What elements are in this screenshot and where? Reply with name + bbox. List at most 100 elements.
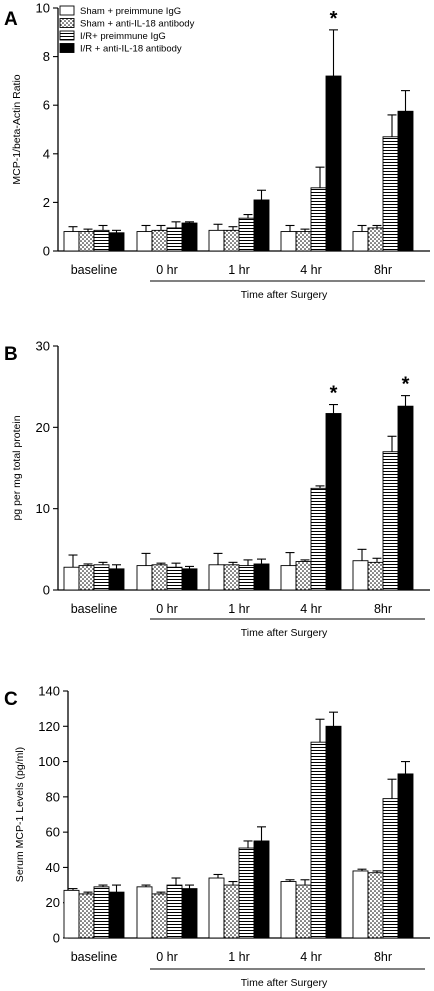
bar [108,232,125,252]
bar [166,884,183,939]
x-axis-label: Time after Surgery [241,627,328,639]
y-tick-label: 140 [38,684,60,699]
bar [63,231,80,252]
bar [223,884,240,939]
legend-item: I/R+ preimmune IgG [59,30,166,42]
bar [352,560,369,591]
chart-panel-a: A MCP-1/beta-Actin Ratio 0 2 4 6 8 10 baseline 0 … [4,1,430,301]
bar [151,564,168,591]
legend-item: Sham + anti-IL-18 antibody [59,18,195,30]
chart-panel-b: Bpg per mg total protein 0 10 20 30 baseline 0… [4,339,430,639]
bar [108,568,125,591]
bar [136,231,153,252]
significance-asterisk: * [330,8,338,30]
chart-panel-c: C Serum MCP-1 Levels (pg/ml) 0 20 40 60 80 100 1… [4,684,430,989]
y-tick-label: 100 [38,754,60,769]
bar [166,227,183,252]
bar [397,773,414,939]
bar [78,565,95,591]
legend-label: Sham + preimmune IgG [80,6,181,17]
bar [238,847,255,939]
panel-letter: A [4,9,18,30]
legend-swatch [59,5,75,16]
x-tick-label: 0 hr [156,602,178,616]
significance-asterisk: * [330,383,338,405]
bar [382,136,399,252]
x-tick-label: baseline [71,602,118,616]
y-axis-label: Serum MCP-1 Levels (pg/ml) [14,747,26,882]
bar [93,229,110,252]
x-tick-label: 8hr [374,263,392,277]
bar [310,187,327,252]
bar [208,877,225,939]
bar [325,413,342,591]
x-tick-label: 0 hr [156,950,178,964]
legend-label: I/R+ preimmune IgG [80,31,166,42]
legend-swatch [59,43,75,53]
y-tick-label: 0 [43,583,50,598]
bar [63,566,80,591]
bar [166,566,183,591]
y-tick-label: 40 [46,860,60,875]
x-tick-label: 1 hr [228,950,250,964]
bar [78,231,95,252]
bar [382,451,399,591]
x-tick-label: baseline [71,263,118,277]
y-axis-label: MCP-1/beta-Actin Ratio [11,74,23,184]
bar [151,229,168,252]
y-tick-label: 120 [38,719,60,734]
bar [253,563,270,591]
bar [367,561,384,591]
bar [325,75,342,252]
bar [253,199,270,252]
bar [238,217,255,252]
x-tick-label: 1 hr [228,602,250,616]
bar [382,798,399,939]
bar [93,564,110,591]
bar [295,884,312,939]
y-tick-label: 30 [36,339,50,354]
x-tick-label: 8hr [374,602,392,616]
y-tick-label: 6 [43,98,50,113]
legend-swatch [59,18,75,28]
bar [295,561,312,591]
bar [208,564,225,591]
bar [136,565,153,591]
bar [367,872,384,939]
x-tick-label: 0 hr [156,263,178,277]
bar [208,229,225,252]
legend-item: I/R + anti-IL-18 antibody [59,43,182,55]
x-tick-label: 4 hr [300,602,322,616]
legend-label: I/R + anti-IL-18 antibody [80,44,182,55]
y-tick-label: 80 [46,789,60,804]
bar [295,231,312,252]
y-tick-label: 20 [46,895,60,910]
bar [310,741,327,939]
x-tick-label: 4 hr [300,263,322,277]
x-tick-label: baseline [71,950,118,964]
bar [108,891,125,939]
bar [181,888,198,939]
bar [151,893,168,939]
y-tick-label: 0 [43,244,50,259]
bar [181,568,198,591]
panel-letter: B [4,344,18,365]
bar [238,565,255,591]
x-axis-label: Time after Surgery [241,977,328,989]
y-tick-label: 8 [43,49,50,64]
y-tick-label: 10 [36,1,50,16]
bar [352,870,369,939]
x-tick-label: 4 hr [300,950,322,964]
bar [280,881,297,939]
bar [253,840,270,939]
bar [136,886,153,939]
bar [397,405,414,591]
bar [181,222,198,252]
y-tick-label: 10 [36,501,50,516]
bar [325,725,342,939]
x-tick-label: 8hr [374,950,392,964]
legend: Sham + preimmune IgG Sham + anti-IL-18 an… [59,5,195,55]
y-tick-label: 4 [43,146,50,161]
panel-letter: C [4,689,18,710]
legend-item: Sham + preimmune IgG [59,5,181,17]
